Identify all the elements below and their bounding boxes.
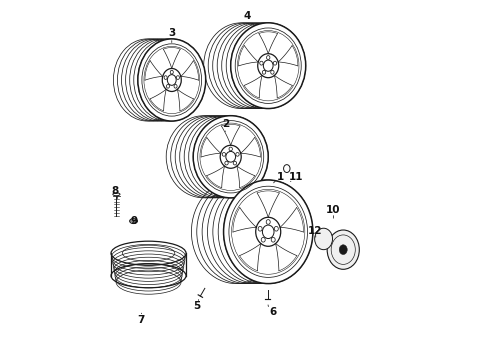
Ellipse shape — [225, 161, 228, 165]
Ellipse shape — [270, 70, 274, 74]
Ellipse shape — [315, 228, 333, 249]
Ellipse shape — [274, 226, 278, 231]
Ellipse shape — [258, 226, 262, 231]
Ellipse shape — [193, 116, 268, 198]
Text: 3: 3 — [168, 28, 175, 38]
Text: 6: 6 — [269, 307, 276, 317]
Ellipse shape — [226, 152, 236, 162]
Ellipse shape — [260, 61, 263, 65]
Ellipse shape — [263, 225, 274, 239]
Ellipse shape — [174, 85, 177, 88]
Ellipse shape — [266, 220, 270, 224]
Text: 9: 9 — [131, 216, 138, 226]
Ellipse shape — [233, 161, 237, 165]
Ellipse shape — [222, 153, 225, 156]
Text: 2: 2 — [222, 118, 229, 129]
Text: 10: 10 — [326, 205, 341, 215]
Ellipse shape — [229, 147, 232, 151]
Ellipse shape — [261, 238, 265, 242]
Text: 1: 1 — [276, 172, 284, 182]
Text: 12: 12 — [307, 226, 322, 236]
Text: 11: 11 — [289, 172, 304, 182]
Ellipse shape — [231, 23, 306, 109]
Ellipse shape — [168, 75, 176, 85]
Ellipse shape — [223, 180, 313, 284]
Ellipse shape — [236, 153, 239, 156]
Ellipse shape — [267, 55, 270, 59]
Ellipse shape — [327, 230, 359, 269]
Text: 7: 7 — [138, 315, 145, 325]
Ellipse shape — [273, 61, 277, 65]
Ellipse shape — [262, 70, 266, 74]
Ellipse shape — [339, 245, 347, 255]
Ellipse shape — [167, 85, 170, 88]
Ellipse shape — [263, 60, 273, 71]
Ellipse shape — [138, 39, 206, 121]
Text: 5: 5 — [193, 301, 200, 311]
Ellipse shape — [176, 76, 179, 80]
Ellipse shape — [164, 76, 167, 80]
Ellipse shape — [130, 219, 138, 224]
Text: 8: 8 — [111, 186, 118, 197]
Ellipse shape — [170, 70, 173, 74]
Ellipse shape — [271, 238, 275, 242]
Text: 4: 4 — [243, 12, 250, 21]
